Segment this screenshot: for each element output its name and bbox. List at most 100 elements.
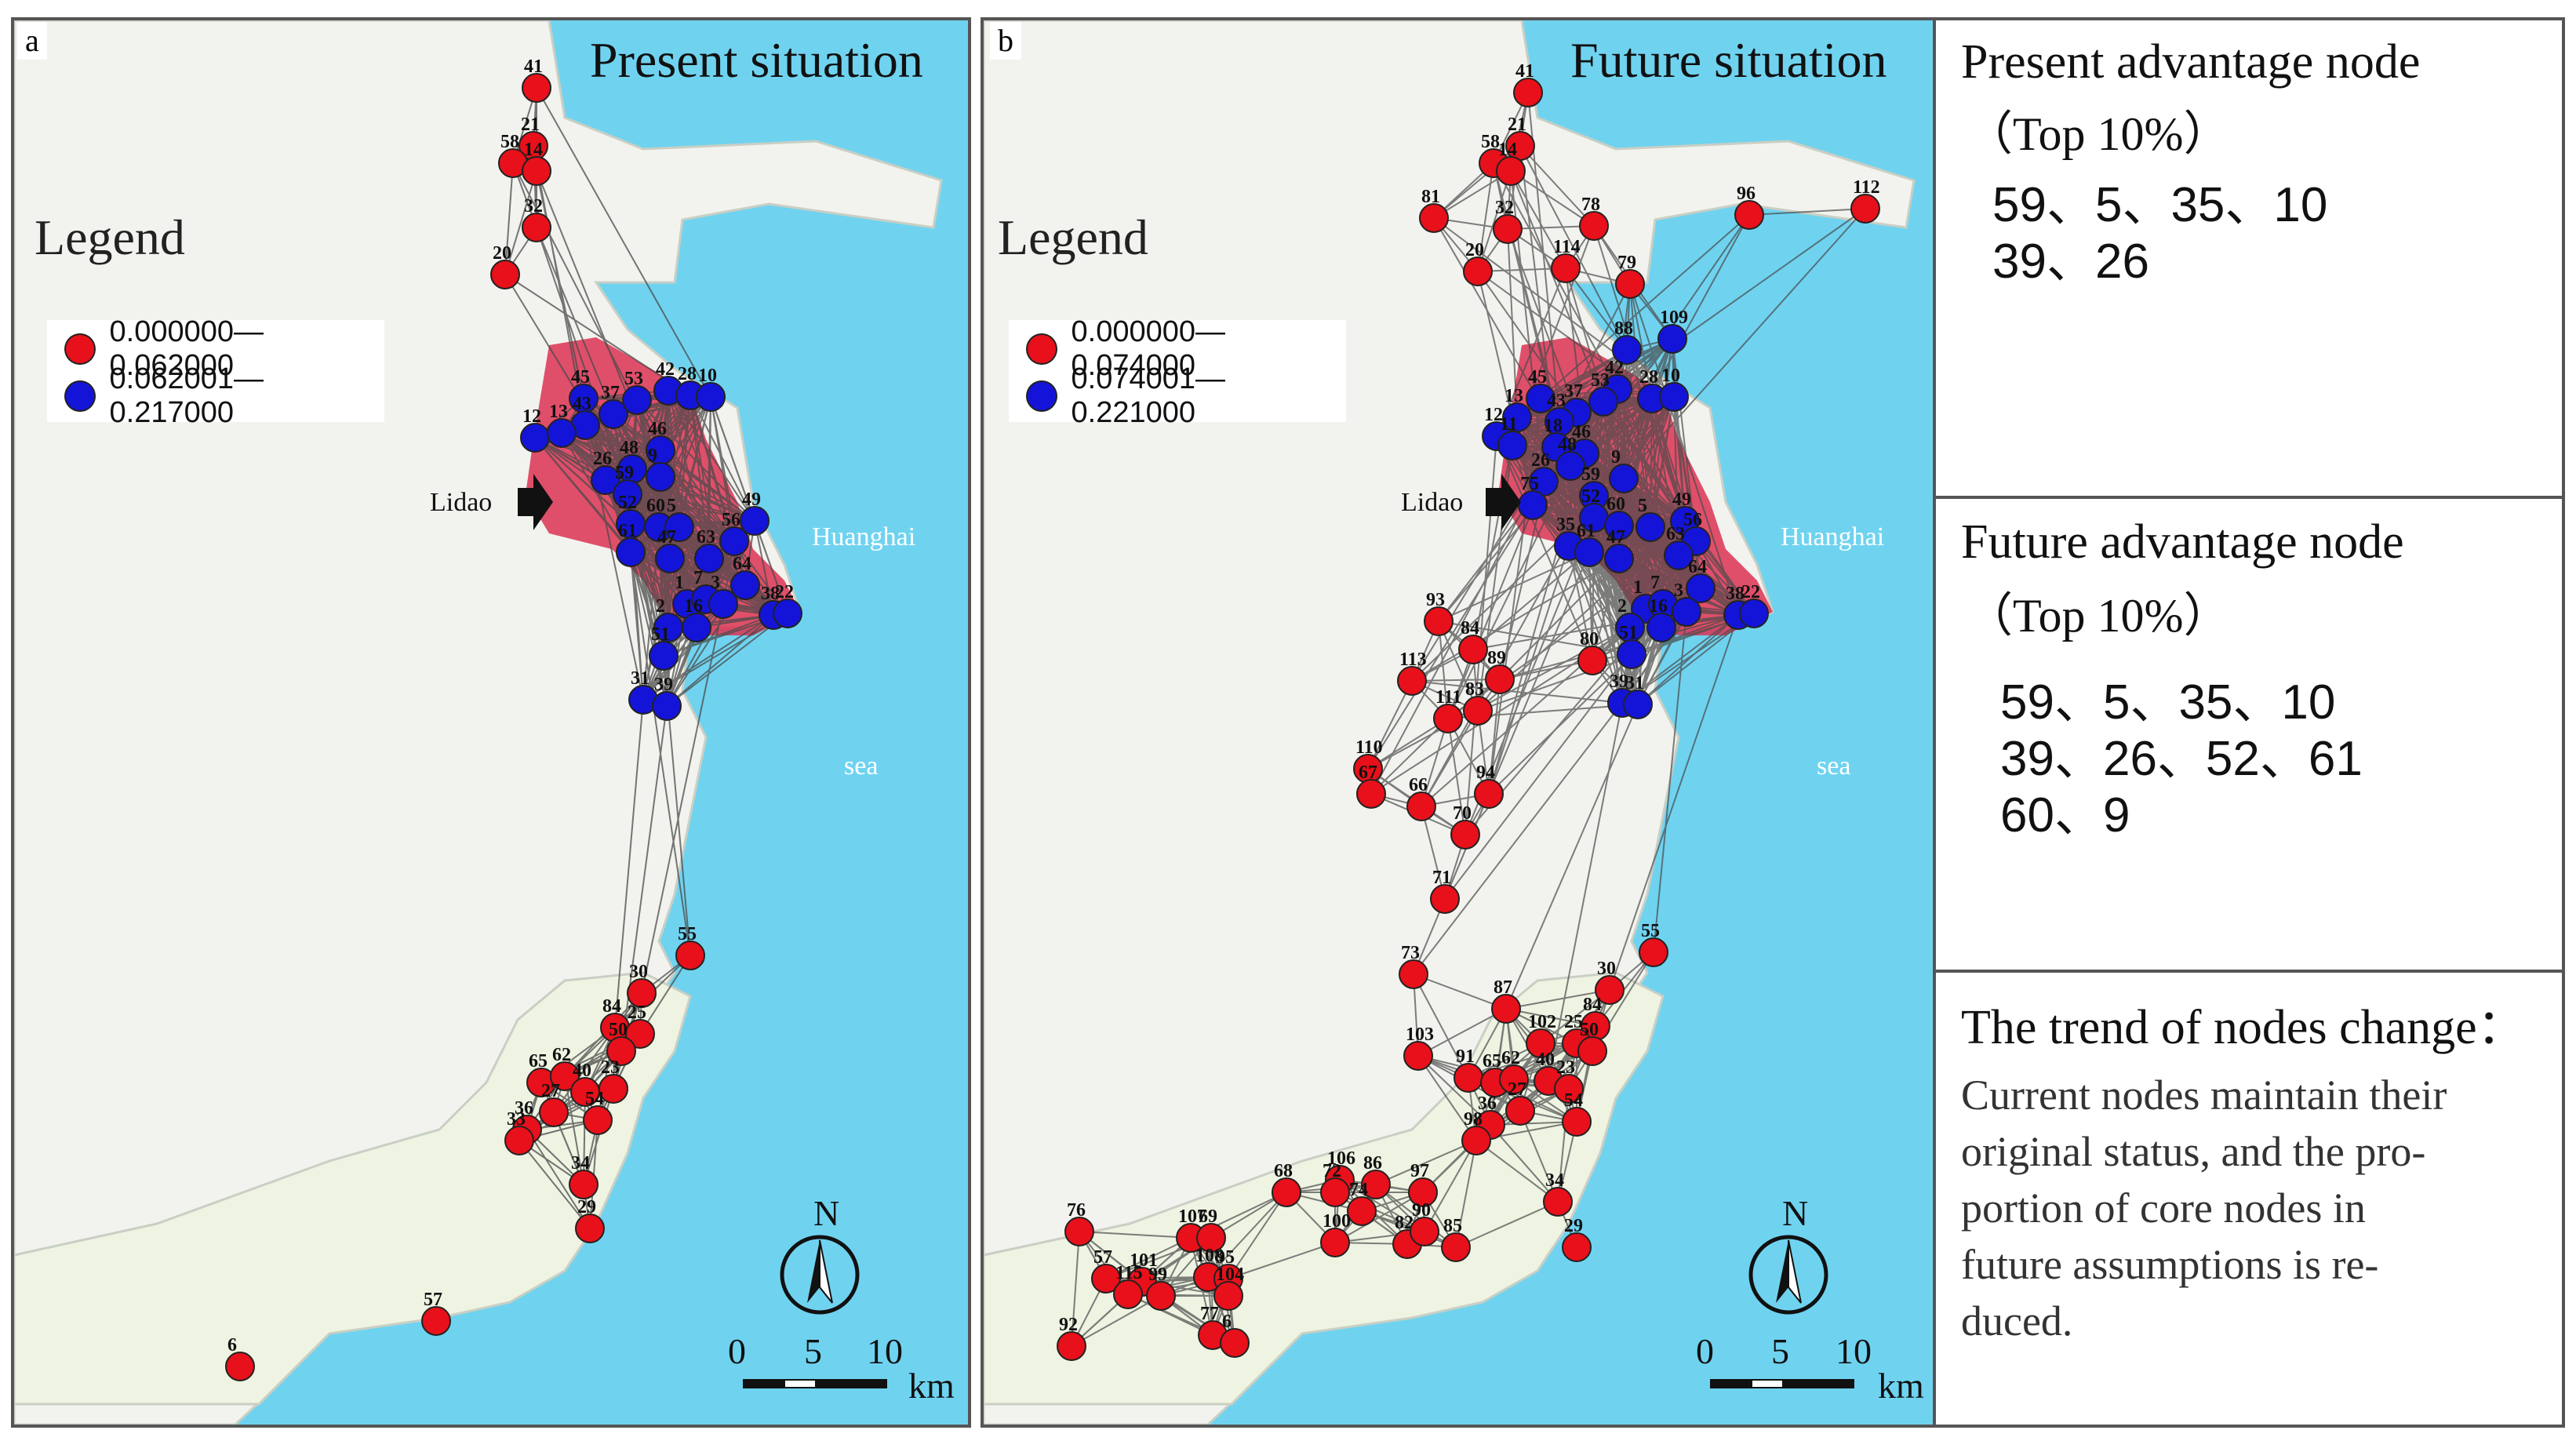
network-node (1463, 257, 1493, 286)
network-node (1272, 1177, 1301, 1207)
legend-label-low: 0.000000—0.074000 (1071, 315, 1226, 382)
network-edge (1447, 555, 1679, 719)
network-edge (1413, 702, 1623, 975)
network-edge (583, 1088, 614, 1185)
network-node (1595, 975, 1625, 1005)
network-edge (504, 162, 514, 275)
network-edge (1455, 1201, 1559, 1248)
network-edge (1519, 145, 1595, 227)
node-label: 99 (1148, 1265, 1167, 1285)
place-sea-a: sea (844, 751, 879, 781)
node-label: 67 (1359, 762, 1377, 783)
node-label: 112 (1853, 177, 1880, 198)
node-label: 83 (1465, 679, 1484, 700)
node-label: 61 (1577, 521, 1595, 541)
network-edge (669, 520, 755, 559)
scale-tick-0-b: 0 (1696, 1331, 1714, 1371)
node-label: 65 (1483, 1051, 1501, 1072)
network-node (1734, 200, 1764, 230)
node-label: 29 (1564, 1216, 1583, 1236)
network-edge (1595, 952, 1654, 1027)
network-edge (631, 396, 711, 470)
network-edge (1438, 620, 1449, 719)
node-label: 61 (618, 521, 637, 541)
network-node (591, 465, 620, 495)
legend-label-high: 0.062001—0.217000 (109, 362, 264, 429)
network-edge (669, 558, 774, 616)
node-label: 28 (1639, 367, 1658, 388)
network-edge (1565, 267, 1628, 351)
node-label: 74 (1349, 1180, 1368, 1200)
network-node (1551, 253, 1581, 283)
network-edge (1592, 558, 1620, 661)
node-label: 86 (1363, 1153, 1382, 1174)
scale-tick-10-a: 10 (867, 1331, 903, 1371)
node-label: 81 (1421, 187, 1440, 207)
network-edge (1548, 702, 1623, 1082)
legend-title-a: Legend (35, 209, 185, 265)
legend-a: 0.000000—0.062000 0.062001—0.217000 (47, 315, 384, 429)
node-label: 5 (1638, 496, 1647, 516)
legend-title-b: Legend (998, 209, 1148, 265)
node-label: 91 (1456, 1046, 1475, 1067)
node-label: 52 (618, 493, 637, 513)
network-edge (1421, 806, 1446, 900)
node-label: 12 (522, 406, 541, 427)
node-label: 16 (1649, 596, 1668, 617)
network-node (522, 156, 551, 186)
trend-line: Current nodes maintain their (1961, 1072, 2447, 1119)
scale-tick-5-a: 5 (804, 1331, 822, 1371)
place-lidao-a: Lidao (430, 488, 493, 517)
node-label: 36 (1478, 1093, 1497, 1114)
node-label: 47 (657, 527, 676, 548)
network-edge (1637, 614, 1739, 705)
network-edge (1424, 1140, 1477, 1232)
network-edge (1438, 620, 1479, 711)
node-label: 31 (631, 668, 649, 689)
node-label: 71 (1432, 868, 1451, 888)
network-node (1543, 1187, 1573, 1217)
network-node (1196, 1223, 1226, 1253)
node-label: 78 (1581, 195, 1600, 215)
network-node (1347, 1196, 1377, 1226)
legend-item-high: 0.074001—0.221000 (1026, 362, 1346, 429)
network-node (1588, 387, 1618, 417)
network-node (694, 544, 724, 573)
blue-node-icon (64, 380, 96, 412)
node-label: 100 (1323, 1211, 1351, 1232)
map-panel-present (11, 17, 971, 1428)
node-label: 10 (698, 366, 717, 386)
network-node (1497, 431, 1527, 460)
network-node (1091, 1264, 1121, 1294)
network-node (1562, 1107, 1592, 1137)
network-edge (1361, 1210, 1457, 1248)
network-edge (1588, 551, 1679, 556)
network-node (1659, 382, 1689, 412)
network-edge (1228, 1192, 1287, 1279)
node-label: 30 (1597, 959, 1616, 979)
network-node (1491, 994, 1521, 1024)
blue-node-icon (1026, 380, 1057, 412)
network-node (708, 589, 738, 619)
node-label: 38 (1726, 584, 1745, 604)
node-label: 21 (521, 115, 540, 135)
network-edge (1496, 435, 1593, 661)
network-edge (1618, 558, 1739, 616)
node-label: 23 (601, 1057, 620, 1078)
network-node (1526, 1028, 1555, 1058)
network-node (773, 599, 802, 628)
network-node (1623, 690, 1653, 719)
node-label: 54 (1564, 1090, 1583, 1111)
node-label: 114 (1553, 237, 1581, 257)
node-label: 63 (697, 527, 715, 548)
network-edge (536, 87, 711, 398)
network-node (1361, 1170, 1391, 1199)
network-node (1672, 597, 1701, 627)
node-label: 22 (1741, 582, 1760, 602)
node-label: 10 (1661, 366, 1680, 386)
network-edge (1629, 283, 1739, 616)
network-edge (1507, 228, 1518, 418)
node-label: 13 (1504, 386, 1523, 406)
node-label: 26 (593, 449, 612, 469)
network-edge (1367, 718, 1449, 770)
